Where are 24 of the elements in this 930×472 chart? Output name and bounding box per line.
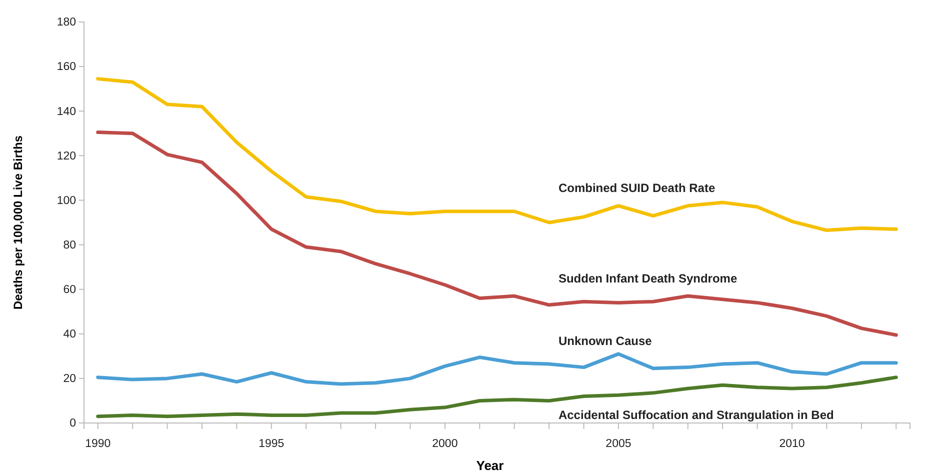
- y-tick-label: 40: [63, 328, 76, 341]
- y-tick-label: 120: [56, 150, 76, 162]
- y-tick-label: 60: [63, 284, 76, 296]
- y-tick-label: 160: [56, 61, 76, 74]
- y-axis-title: Deaths per 100,000 Live Births: [11, 135, 25, 310]
- y-tick-label: 80: [63, 239, 76, 252]
- y-tick-label: 100: [56, 194, 76, 207]
- x-tick-label: 2000: [432, 438, 458, 450]
- y-tick-label: 20: [63, 373, 76, 386]
- x-axis-title: Year: [476, 458, 504, 472]
- line-series: [96, 130, 898, 337]
- x-tick-label: 1995: [258, 438, 284, 450]
- line-series: [96, 77, 898, 232]
- x-tick-label: 1990: [85, 438, 111, 450]
- x-tick-label: 2005: [606, 438, 632, 450]
- y-tick-label: 140: [56, 106, 76, 118]
- series-label: Sudden Infant Death Syndrome: [558, 272, 738, 286]
- series-label: Accidental Suffocation and Strangulation in Bed: [558, 408, 834, 422]
- line-series: [96, 352, 898, 386]
- y-tick-label: 0: [70, 418, 76, 430]
- x-tick-label: 2010: [779, 438, 805, 450]
- y-tick-label: 180: [56, 16, 76, 29]
- series-label: Combined SUID Death Rate: [558, 180, 716, 195]
- series-label: Unknown Cause: [558, 334, 652, 348]
